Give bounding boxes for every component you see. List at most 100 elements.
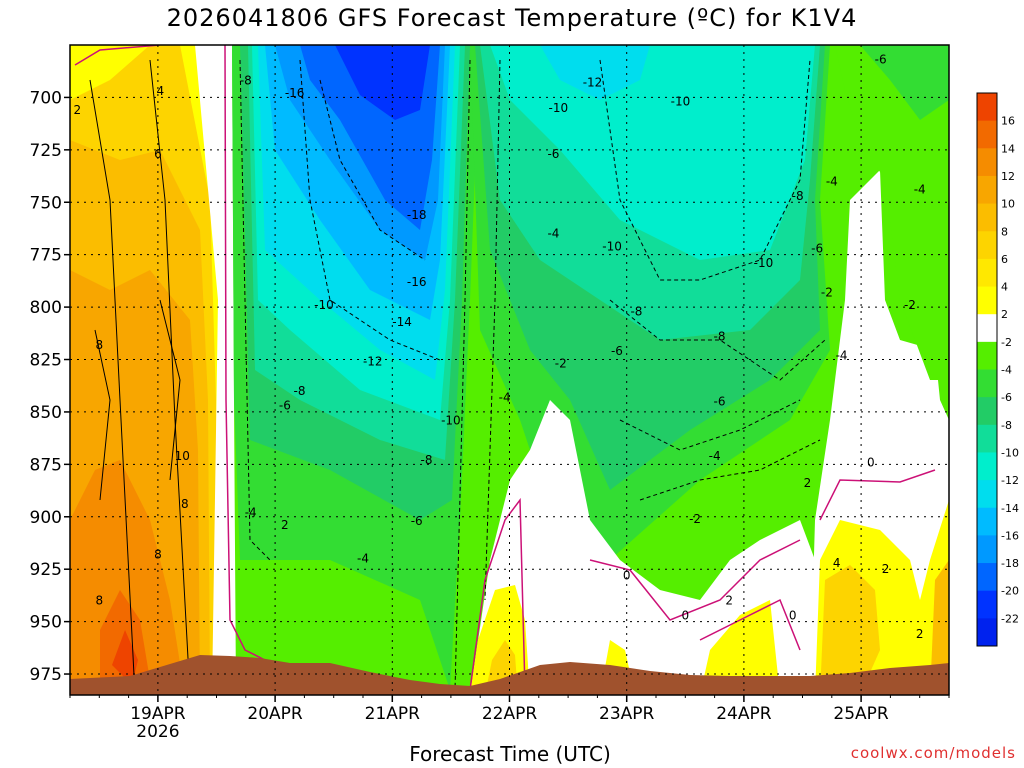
contour-labels: 246810888-8-16-18-16-14-10-12-8-6-10-8-6…: [74, 53, 926, 642]
far-right-warm-4: [820, 565, 880, 695]
contour-label: -6: [875, 53, 887, 67]
contour-label: 2: [882, 562, 890, 576]
chart-title: 2026041806 GFS Forecast Temperature (ºC)…: [166, 4, 858, 32]
contour-label: 0: [867, 455, 875, 469]
contour-label: 2: [804, 476, 812, 490]
far-right-green-4: [860, 45, 949, 120]
contour-label: 6: [154, 147, 162, 161]
temperature-field: [70, 45, 949, 695]
colorbar-label: 16: [1001, 115, 1015, 128]
colorbar-swatch: [977, 590, 997, 619]
contour-label: -2: [689, 512, 701, 526]
colorbar-swatch: [977, 480, 997, 509]
contour-label: -18: [407, 208, 427, 222]
y-tick-label: 825: [30, 351, 62, 371]
contour-label: -14: [392, 315, 412, 329]
contour-label: 4: [833, 556, 841, 570]
cold-band-22: [335, 45, 430, 120]
x-tick-label: 21APR: [365, 704, 421, 724]
colorbar-label: 8: [1001, 225, 1008, 238]
contour-label: -6: [713, 394, 725, 408]
contour-label: -8: [630, 304, 642, 318]
colorbar-swatch: [977, 203, 997, 232]
contour-label: -8: [420, 453, 432, 467]
colorbar-swatch: [977, 93, 997, 122]
colorbar-label: 14: [1001, 142, 1015, 155]
x-tick-label: 25APR: [833, 704, 889, 724]
mid-zero-band: [470, 400, 820, 695]
contour-label: -8: [294, 384, 306, 398]
colorbar-swatch: [977, 535, 997, 564]
colorbar-label: 4: [1001, 281, 1008, 294]
x-axis-label: Forecast Time (UTC): [409, 742, 611, 766]
contour-label: 10: [175, 449, 190, 463]
colorbar-label: -22: [1001, 612, 1019, 625]
x-tick-label: 22APR: [482, 704, 538, 724]
colorbar-swatch: [977, 286, 997, 315]
colorbar-label: 6: [1001, 253, 1008, 266]
y-tick-label: 875: [30, 455, 62, 475]
contour-label: -10: [314, 298, 334, 312]
contour-label: -4: [709, 449, 721, 463]
x-tick-label: 23APR: [599, 704, 655, 724]
contour-label: -12: [583, 76, 603, 90]
contour-label: -10: [441, 413, 461, 427]
contour-label: -6: [547, 147, 559, 161]
contour-label: -10: [754, 256, 774, 270]
y-tick-label: 800: [30, 298, 62, 318]
y-tick-label: 700: [30, 88, 62, 108]
contour-label: -6: [811, 241, 823, 255]
colorbar-swatch: [977, 148, 997, 177]
terrain: [70, 655, 949, 695]
x-tick-label: 24APR: [716, 704, 772, 724]
contour-label: 8: [95, 594, 103, 608]
x-tick-label: 19APR: [130, 704, 186, 724]
contour-label: -4: [547, 227, 559, 241]
contour-label: -4: [357, 552, 369, 566]
contour-label: 2: [916, 627, 924, 641]
contour-label: -16: [407, 275, 427, 289]
x-tick-label: 20APR: [247, 704, 303, 724]
colorbar-label: -2: [1001, 336, 1012, 349]
contour-label: -8: [713, 329, 725, 343]
contour-label: -12: [363, 355, 383, 369]
contour-label: -10: [671, 95, 691, 109]
contour-lines-negative: [239, 59, 826, 691]
y-tick-label: 725: [30, 141, 62, 161]
colorbar-label: 2: [1001, 308, 1008, 321]
colorbar-swatch: [977, 314, 997, 343]
contour-label: -2: [904, 298, 916, 312]
y-tick-label: 900: [30, 508, 62, 528]
contour-label: -4: [499, 390, 511, 404]
colorbar-label: 12: [1001, 170, 1015, 183]
colorbar-frame: [976, 92, 998, 647]
right-band-12: [490, 45, 815, 260]
contour-label: -4: [826, 174, 838, 188]
colorbar-swatch: [977, 424, 997, 453]
contour-label: 0: [623, 568, 631, 582]
colorbar-swatch: [977, 563, 997, 592]
colorbar-label: -4: [1001, 364, 1012, 377]
colorbar: 16 14 12 10 8 6 4 2 -2 -4 -6 -8 -10 -12 -14 -16 -18 -20 -2…: [976, 92, 1019, 647]
colorbar-swatch: [977, 452, 997, 481]
credit-link[interactable]: coolwx.com/models: [850, 744, 1016, 762]
contour-label: 0: [789, 608, 797, 622]
colorbar-label: -16: [1001, 529, 1019, 542]
contour-label: -6: [279, 399, 291, 413]
contour-label: -6: [411, 514, 423, 528]
contour-label: 8: [154, 548, 162, 562]
late-warm-2b: [700, 600, 780, 695]
y-tick-label: 750: [30, 193, 62, 213]
colorbar-swatch: [977, 258, 997, 288]
warm-band-10: [70, 460, 185, 695]
contour-label: -4: [836, 348, 848, 362]
colorbar-swatch: [977, 397, 997, 426]
contour-label: -10: [549, 101, 569, 115]
contour-label: -6: [611, 344, 623, 358]
colorbar-label: -20: [1001, 585, 1019, 598]
contour-label: -4: [245, 506, 257, 520]
colorbar-label: -14: [1001, 502, 1019, 515]
contour-label: -2: [821, 285, 833, 299]
